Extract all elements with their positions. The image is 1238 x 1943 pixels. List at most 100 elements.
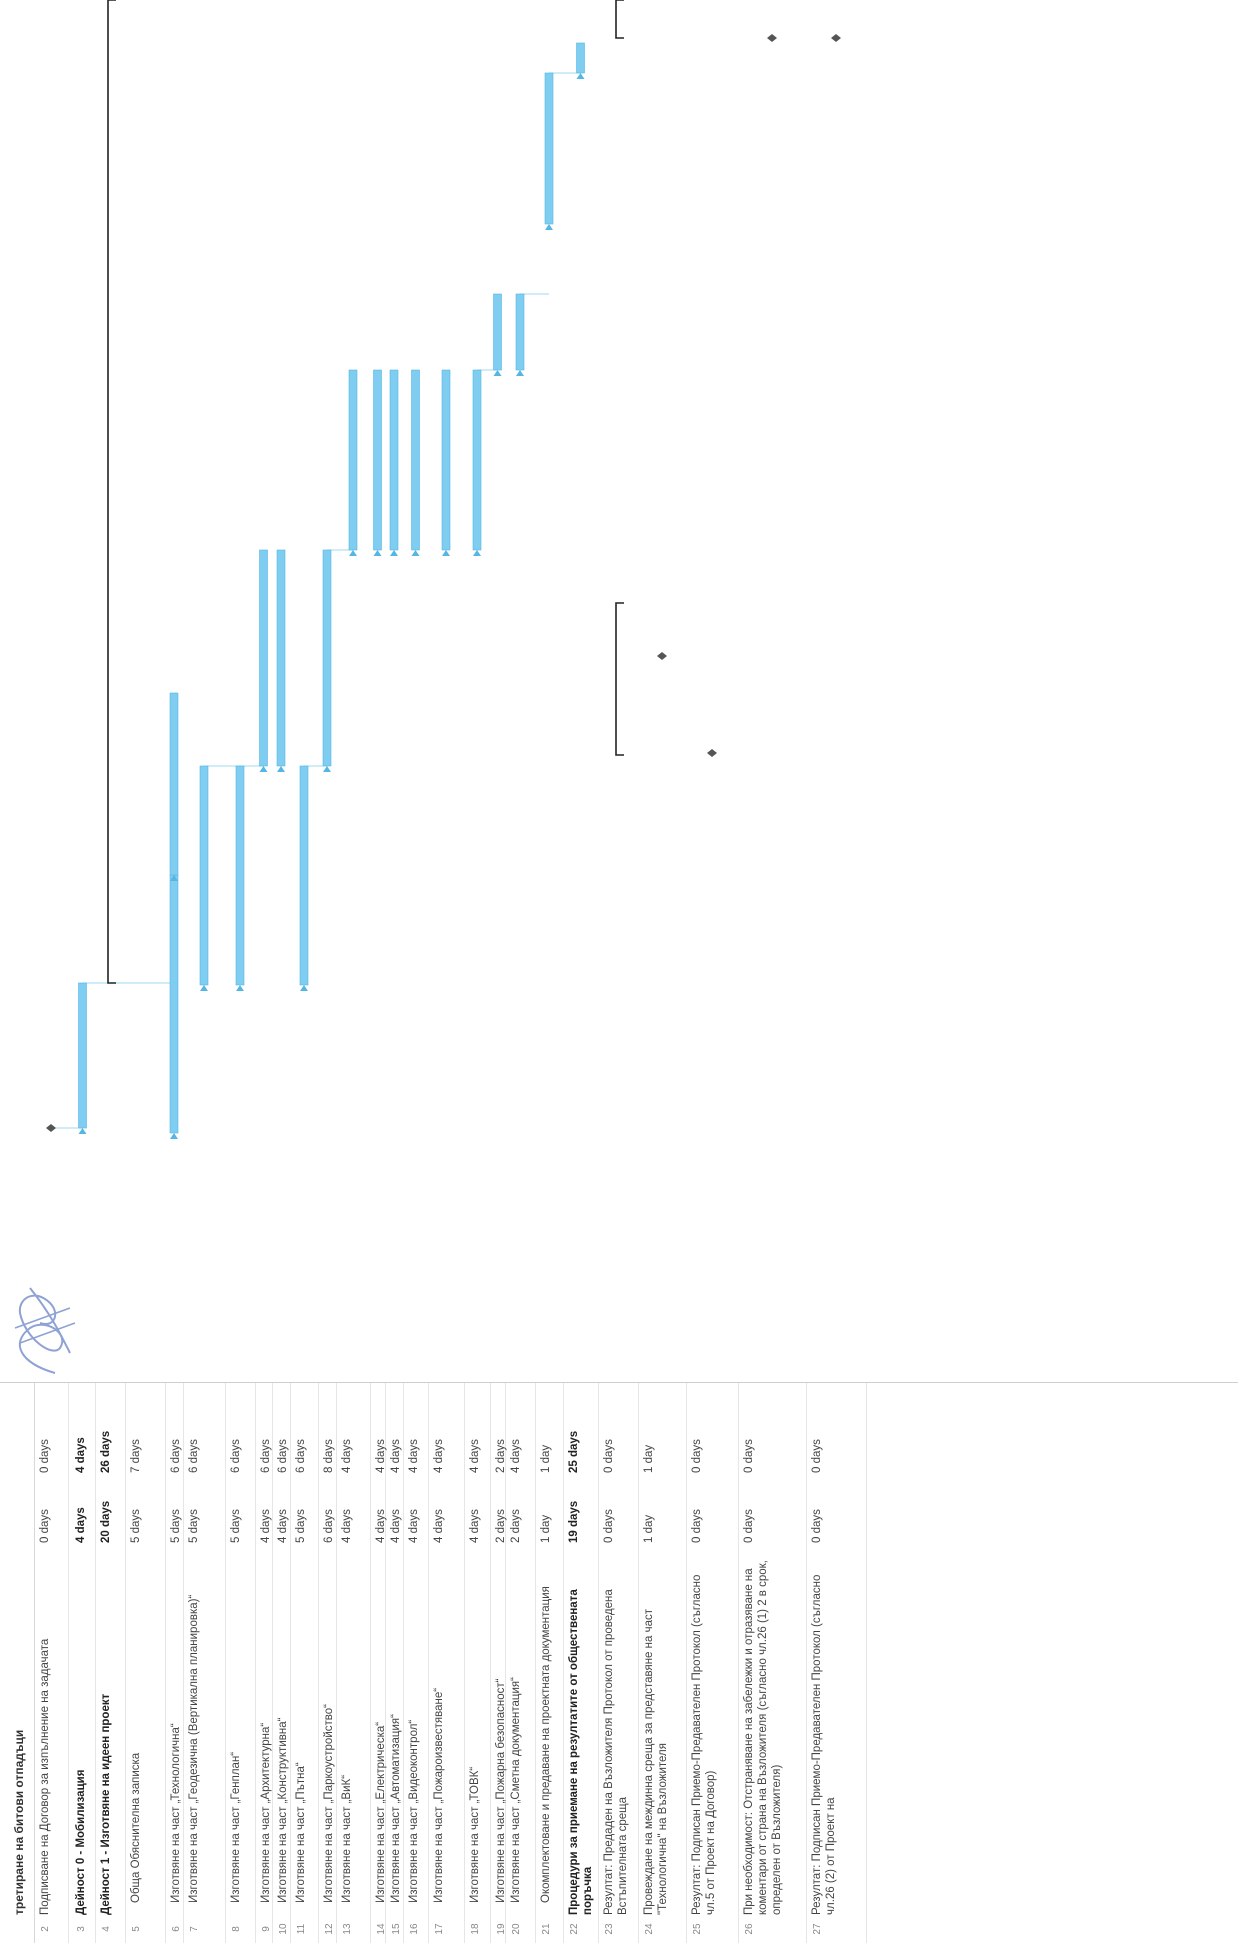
table-row: 3 Дейност 0 - Мобилизация 4 days 4 days (70, 1383, 96, 1943)
task-duration: 5 days (188, 1509, 200, 1543)
task-bar (472, 369, 482, 551)
task-slack: 25 days (568, 1430, 580, 1473)
task-duration: 4 days (277, 1509, 289, 1543)
task-name: Изготвяне на част „Автоматизация“ (390, 1714, 402, 1903)
row-id: 4 (101, 1926, 112, 1932)
task-duration: 5 days (170, 1509, 182, 1543)
table-row: 22 Процедури за приемане на резултатите о… (563, 1383, 599, 1943)
link-arrow (373, 550, 382, 556)
task-name: Изготвяне на част „Видеоконтрол“ (408, 1719, 420, 1903)
table-row: 25 Резултат: Подписан Приемо-Предавателен… (686, 1383, 739, 1943)
task-duration: 2 days (510, 1509, 522, 1543)
task-duration: 5 days (130, 1509, 142, 1543)
table-cut-header: третиране на битови отпадъци (0, 1383, 35, 1943)
cut-header-text: третиране на битови отпадъци (12, 1729, 26, 1915)
task-slack: 0 days (811, 1439, 823, 1473)
handwritten-signature (14, 1287, 76, 1374)
task-name: Изготвяне на част „Архитектурна“ (260, 1722, 272, 1903)
table-row: 12 Изготвяне на част „Паркоустройство“ 6 d… (318, 1383, 337, 1943)
task-duration: 4 days (390, 1509, 402, 1543)
task-bar (576, 42, 585, 74)
task-bar (544, 72, 554, 225)
row-id: 13 (342, 1923, 353, 1935)
task-slack: 8 days (323, 1439, 335, 1473)
summary-bar (615, 602, 624, 756)
table-row: 27 Резултат: Подписан Приемо-Предавателен… (806, 1383, 867, 1943)
table-row: 24 Провеждане на междинна среща за предст… (638, 1383, 687, 1943)
task-duration: 0 days (691, 1509, 703, 1543)
task-bar (373, 369, 382, 551)
task-slack: 4 days (433, 1439, 445, 1473)
task-duration: 4 days (433, 1509, 445, 1543)
task-duration: 4 days (469, 1509, 481, 1543)
row-id: 9 (261, 1926, 272, 1932)
row-id: 7 (189, 1926, 200, 1932)
table-row: 18 Изготвяне на част „ТОВК“ 4 days 4 days (464, 1383, 491, 1943)
task-name: Изготвяне на част „Геодезична (Вертикалн… (188, 1594, 200, 1903)
table-row: 14 Изготвяне на част „Електрическа“ 4 days… (370, 1383, 387, 1943)
row-id: 26 (744, 1923, 755, 1935)
task-duration: 4 days (408, 1509, 420, 1543)
task-bar (299, 765, 309, 986)
link-arrow (493, 370, 502, 376)
task-name: Дейност 1 - Изготвяне на идеен проект (100, 1693, 112, 1915)
milestone-diamond (767, 34, 777, 42)
task-bar (169, 692, 179, 876)
task-duration: 4 days (75, 1507, 87, 1543)
task-slack: 4 days (408, 1439, 420, 1473)
link-arrow (576, 73, 585, 79)
task-name: Изготвяне на част „Генплан“ (230, 1751, 242, 1903)
table-row: 8 Изготвяне на част „Генплан“ 5 days 6 days (225, 1383, 256, 1943)
task-slack: 0 days (743, 1439, 755, 1473)
row-id: 24 (644, 1923, 655, 1935)
task-slack: 1 day (540, 1444, 552, 1473)
task-duration: 4 days (260, 1509, 272, 1543)
task-slack: 6 days (170, 1439, 182, 1473)
row-id: 18 (470, 1923, 481, 1935)
milestone-diamond (46, 1124, 56, 1132)
task-duration: 20 days (100, 1500, 112, 1543)
task-slack: 4 days (341, 1439, 353, 1473)
table-row: 26 При необходимост: Отстраняване на забе… (738, 1383, 807, 1943)
task-name: Изготвяне на част „Сметна документация“ (510, 1677, 522, 1903)
link-arrow (473, 550, 481, 556)
link-arrow (259, 766, 268, 772)
task-bar (493, 293, 502, 371)
task-bar (348, 369, 358, 551)
table-row: 4 Дейност 1 - Изготвяне на идеен проект 20… (95, 1383, 126, 1943)
row-id: 25 (692, 1923, 703, 1935)
task-slack: 0 days (691, 1439, 703, 1473)
row-id: 23 (604, 1923, 615, 1935)
row-id: 8 (231, 1926, 242, 1932)
task-duration: 5 days (230, 1509, 242, 1543)
task-name: Окомплектоване и предаване на проектната… (540, 1586, 552, 1903)
table-row: 20 Изготвяне на част „Сметна документация… (505, 1383, 536, 1943)
milestone-diamond (707, 749, 717, 757)
link-arrow (323, 766, 331, 772)
task-table: третиране на битови отпадъци 2 Подписване… (0, 1382, 1238, 1943)
task-name: Изготвяне на част „Пътна“ (295, 1762, 307, 1903)
gantt-chart (14, 0, 841, 1374)
link-arrow (300, 985, 308, 991)
task-name: Изготвяне на част „ТОВК“ (469, 1766, 481, 1903)
task-duration: 19 days (568, 1500, 580, 1543)
link-arrow (442, 550, 450, 556)
task-slack: 1 day (643, 1444, 655, 1473)
task-bar (235, 765, 245, 986)
task-slack: 26 days (100, 1430, 112, 1473)
row-id: 12 (324, 1923, 335, 1935)
task-name: Подписване на Договор за изпълнение на з… (39, 1638, 51, 1915)
link-arrow (170, 1133, 178, 1139)
task-slack: 4 days (390, 1439, 402, 1473)
table-row: 21 Окомплектоване и предаване на проектна… (535, 1383, 564, 1943)
task-name: Изготвяне на част „ВиК“ (341, 1774, 353, 1903)
table-row: 9 Изготвяне на част „Архитектурна“ 4 days 6… (255, 1383, 273, 1943)
task-duration: 4 days (341, 1509, 353, 1543)
table-row: 10 Изготвяне на част „Конструктивна“ 4 day… (272, 1383, 291, 1943)
row-id: 5 (131, 1926, 142, 1932)
task-name: Изготвяне на част „Пожароизвестяване“ (433, 1687, 445, 1903)
task-bar (169, 874, 179, 1134)
task-duration: 1 day (643, 1514, 655, 1543)
link-arrow (411, 550, 420, 556)
